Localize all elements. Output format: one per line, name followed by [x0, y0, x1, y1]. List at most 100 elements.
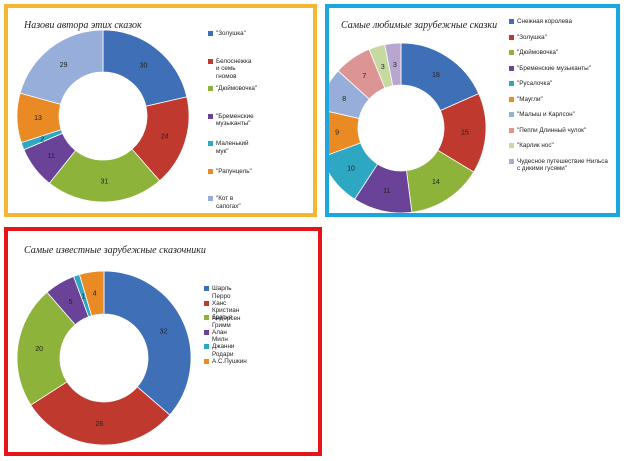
- slice-value-label: 10: [347, 165, 355, 172]
- legend-item: Алан Милн: [204, 329, 228, 344]
- legend-label: Джанни Родари: [212, 343, 235, 358]
- legend-swatch: [208, 58, 213, 64]
- legend-swatch: [509, 81, 514, 86]
- slice-value-label: 13: [34, 115, 42, 122]
- legend-item: А.С.Пушкин: [204, 358, 247, 366]
- donut-chart-authors: 30 24 31 11 2 13 29: [16, 29, 190, 203]
- legend-item: Маленький мук": [208, 140, 249, 155]
- donut-chart-storytellers: 32 26 20 5 1 4: [16, 270, 192, 446]
- legend-swatch: [208, 86, 213, 91]
- chart-title: Самые известные зарубежные сказочники: [24, 245, 206, 256]
- legend-item: "Кот в сапогах": [208, 195, 241, 210]
- legend-item: "Бременские музыканты": [509, 65, 609, 73]
- donut-chart-favorite-tales: 18 15 14 11 10 9 8 7 3 3: [329, 42, 487, 213]
- slice-value-label: 8: [342, 96, 346, 103]
- legend-label: Шарль Перро: [212, 285, 232, 300]
- legend-item: Джанни Родари: [204, 343, 234, 358]
- slice-value-label: 5: [69, 299, 73, 306]
- slice-value-label: 3: [381, 64, 385, 71]
- legend-item: "Дюймовочка": [208, 85, 257, 93]
- legend-swatch: [204, 315, 209, 320]
- donut-slice: [103, 270, 192, 416]
- legend-label: "Рапунцель": [216, 167, 252, 175]
- slice-value-label: 3: [393, 62, 397, 69]
- slice-value-label: 24: [161, 134, 169, 141]
- legend-swatch: [208, 168, 213, 174]
- legend-swatch: [208, 31, 213, 36]
- slice-value-label: 11: [48, 153, 55, 160]
- legend-label: "Маугли": [517, 95, 543, 103]
- slice-value-label: 20: [35, 346, 43, 353]
- legend-label: "Русалочка": [517, 80, 553, 87]
- chart-title: Назови автора этих сказок: [24, 20, 142, 31]
- legend-label: Алан Милн: [212, 328, 228, 344]
- legend-item: "Малыш и Карлсон": [509, 111, 609, 119]
- legend-label: "Карлик нос": [517, 142, 554, 149]
- legend-item: Шарль Перро: [204, 285, 232, 300]
- legend-label: "Малыш и Карлсон": [517, 111, 575, 118]
- legend-swatch: [208, 141, 213, 146]
- slice-value-label: 4: [93, 291, 97, 298]
- donut-slice: [329, 111, 362, 155]
- slice-value-label: 11: [383, 188, 390, 195]
- legend-label: "Пеппи Длинный чулок": [517, 126, 587, 134]
- legend-label: Белоснежка и семь гномов: [216, 57, 252, 80]
- legend-item: "Маугли": [509, 96, 609, 104]
- legend-label: "Золушка": [216, 30, 246, 37]
- legend-label: Снежная королева: [517, 18, 572, 25]
- legend-label: Чудесное путешествие Нильса с дикими гус…: [517, 157, 608, 173]
- legend-label: Ханс Кристиан Андерсен: [212, 299, 241, 322]
- legend-label: Маленький мук": [216, 140, 249, 155]
- legend-item: "Дюймовочка": [509, 49, 609, 57]
- donut-slice: [329, 142, 379, 200]
- legend-swatch: [509, 158, 514, 164]
- donut-slice: [19, 29, 104, 105]
- legend-swatch: [204, 344, 209, 349]
- slice-value-label: 18: [432, 72, 440, 79]
- donut-slice: [30, 381, 171, 446]
- legend-swatch: [208, 196, 213, 201]
- chart-panel-authors: Назови автора этих сказок 30 24 31 11 2 13 29 …: [4, 4, 317, 217]
- legend-item: "Рапунцель": [208, 168, 252, 176]
- legend-swatch: [509, 143, 514, 148]
- legend-swatch: [208, 113, 213, 119]
- legend-swatch: [509, 127, 514, 133]
- chart-title: Самые любимые зарубежные сказки: [341, 20, 498, 31]
- legend-item: братья Гримм: [204, 314, 232, 329]
- legend-label: "Бременские музыканты": [216, 112, 254, 128]
- legend-item: "Золушка": [208, 30, 246, 38]
- legend-item: Белоснежка и семь гномов: [208, 58, 251, 81]
- legend-item: Чудесное путешествие Нильса с дикими гус…: [509, 158, 609, 173]
- chart-panel-storytellers: Самые известные зарубежные сказочники 32…: [4, 227, 322, 456]
- slice-value-label: 29: [60, 62, 68, 69]
- legend-item: "Карлик нос": [509, 142, 609, 150]
- slice-value-label: 26: [95, 421, 103, 428]
- slice-value-label: 14: [432, 179, 440, 186]
- legend-swatch: [509, 96, 514, 102]
- legend-label: "Дюймовочка": [216, 85, 258, 92]
- slice-value-label: 7: [362, 73, 366, 80]
- legend-swatch: [204, 286, 209, 291]
- slice-value-label: 31: [101, 178, 109, 185]
- legend-swatch: [204, 300, 209, 306]
- legend-label: братья Гримм: [212, 314, 233, 329]
- legend-swatch: [509, 34, 514, 40]
- legend-item: "Русалочка": [509, 80, 609, 88]
- legend-label: "Бременские музыканты": [517, 64, 591, 72]
- legend-swatch: [509, 19, 514, 24]
- legend-label: "Дюймовочка": [517, 49, 559, 56]
- slice-value-label: 1: [81, 293, 85, 300]
- legend-swatch: [509, 65, 514, 71]
- legend-item: Снежная королева: [509, 18, 609, 26]
- legend-item: "Золушка": [509, 34, 609, 42]
- legend-item: "Бременские музыканты": [208, 113, 254, 128]
- chart-panel-favorite-tales: Самые любимые зарубежные сказки 18 15 14 11…: [325, 4, 620, 217]
- donut-slice: [78, 270, 105, 317]
- donut-slice: [384, 42, 402, 87]
- legend-label: "Кот в сапогах": [216, 195, 241, 210]
- slice-value-label: 32: [160, 328, 168, 335]
- legend-swatch: [204, 329, 209, 335]
- slice-value-label: 15: [461, 130, 469, 137]
- legend-label: "Золушка": [517, 33, 547, 41]
- slice-value-label: 9: [335, 130, 339, 137]
